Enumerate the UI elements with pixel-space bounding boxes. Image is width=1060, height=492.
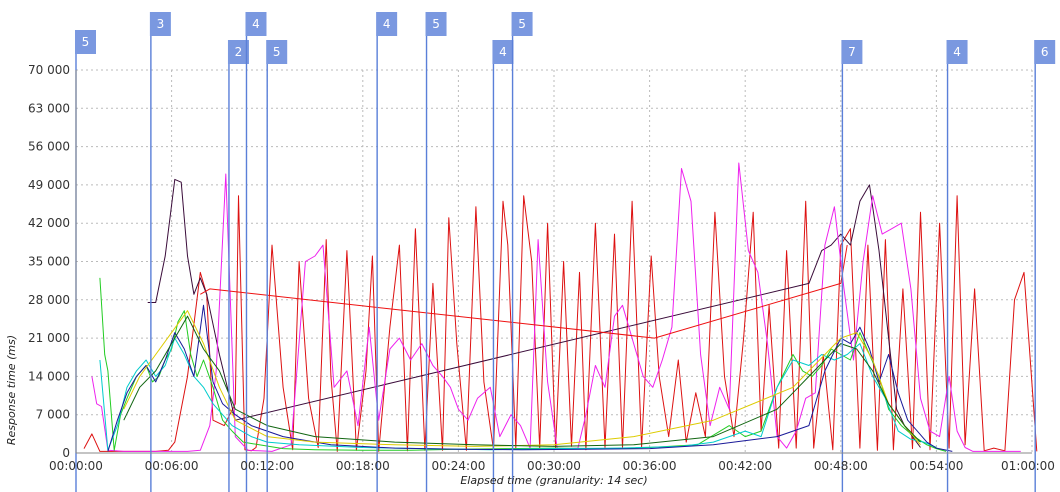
series-line: [107, 304, 953, 452]
event-marker-badge: [245, 12, 267, 36]
series-line: [91, 162, 1021, 452]
y-tick-label: 0: [62, 446, 70, 460]
x-tick-label: 00:00:00: [49, 459, 103, 473]
x-tick-label: 00:24:00: [431, 459, 485, 473]
series-line: [123, 310, 921, 447]
y-tick-label: 35 000: [28, 255, 70, 269]
x-tick-label: 00:18:00: [336, 459, 390, 473]
x-tick-label: 00:36:00: [623, 459, 677, 473]
event-marker-count: 5: [82, 35, 90, 49]
y-tick-label: 14 000: [28, 369, 70, 383]
x-tick-label: 00:12:00: [240, 459, 294, 473]
event-marker-badge: [227, 40, 249, 64]
series-line: [123, 315, 921, 447]
y-tick-label: 63 000: [28, 101, 70, 115]
event-marker-count: 5: [273, 45, 281, 59]
tick-labels: 0 7 000 14 000 21 000 28 000 35 000 42 000 49 0…: [28, 63, 1055, 473]
y-axis-title: Response time (ms): [5, 335, 18, 445]
x-tick-label: 00:48:00: [814, 459, 868, 473]
event-marker-count: 6: [1041, 45, 1049, 59]
series-line: [147, 178, 921, 448]
event-marker-count: 4: [953, 45, 961, 59]
event-marker-count: 3: [157, 17, 165, 31]
event-marker-badge: [946, 40, 968, 64]
event-marker-badge: [1034, 40, 1056, 64]
y-tick-label: 42 000: [28, 216, 70, 230]
y-tick-label: 70 000: [28, 63, 70, 77]
event-marker-badge: [511, 12, 533, 36]
y-tick-label: 7 000: [36, 408, 70, 422]
y-tick-label: 21 000: [28, 331, 70, 345]
x-tick-label: 00:54:00: [909, 459, 963, 473]
event-marker-badge: [149, 12, 171, 36]
event-marker-badge: [376, 12, 398, 36]
y-tick-label: 28 000: [28, 293, 70, 307]
y-tick-label: 56 000: [28, 140, 70, 154]
event-marker-count: 4: [383, 17, 391, 31]
event-marker-badge: [266, 40, 288, 64]
x-tick-label: 00:42:00: [718, 459, 772, 473]
event-marker-count: 2: [235, 45, 243, 59]
x-tick-label: 00:30:00: [527, 459, 581, 473]
event-marker-badge: [425, 12, 447, 36]
y-tick-label: 49 000: [28, 178, 70, 192]
series-line: [83, 195, 1038, 452]
x-axis-title: Elapsed time (granularity: 14 sec): [460, 474, 647, 487]
axes: [75, 70, 1032, 454]
x-tick-label: 01:00:00: [1001, 459, 1055, 473]
event-marker-badge: [492, 40, 514, 64]
x-tick-label: 00:06:00: [145, 459, 199, 473]
event-marker-count: 7: [848, 45, 856, 59]
event-marker-count: 5: [432, 17, 440, 31]
event-marker-badge: [75, 30, 96, 54]
event-marker-count: 4: [499, 45, 507, 59]
event-marker-badge: [841, 40, 863, 64]
event-marker-count: 5: [518, 17, 526, 31]
event-marker-count: 4: [252, 17, 260, 31]
series-line: [99, 277, 947, 452]
series-lines: [83, 162, 1038, 452]
